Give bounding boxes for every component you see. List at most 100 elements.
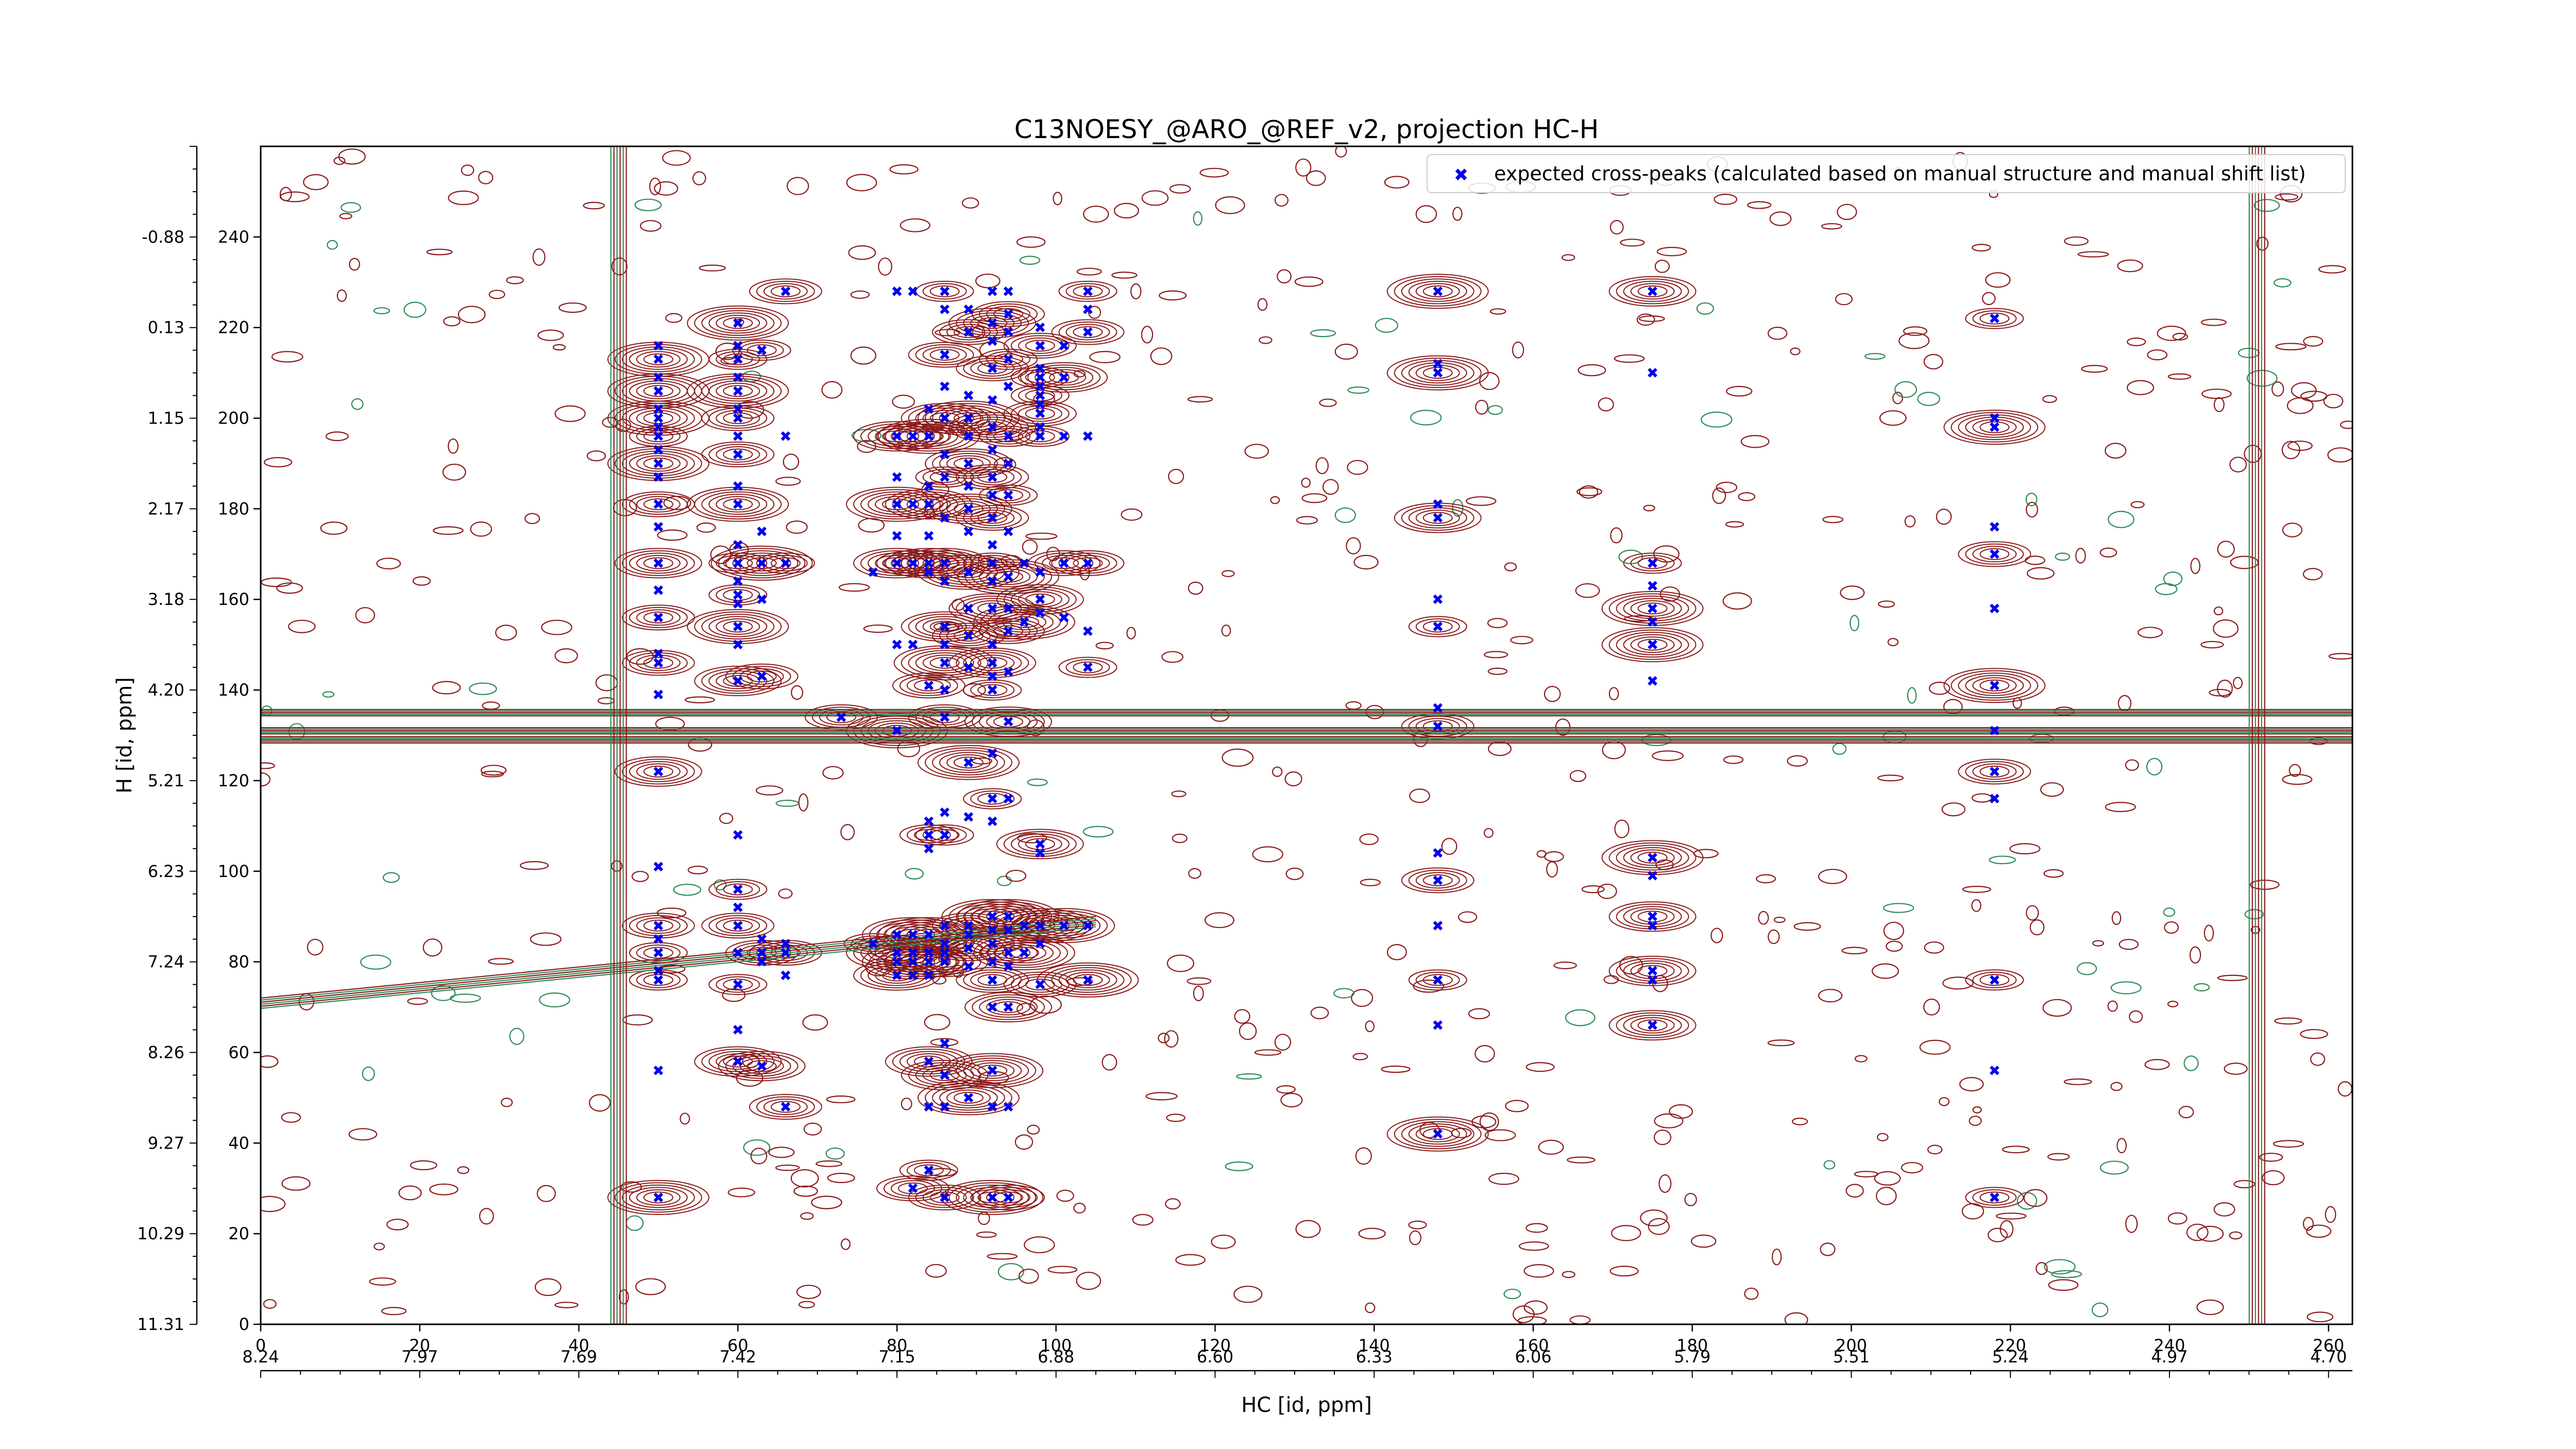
noise-contour [1022,539,1038,555]
x-tick-label: 260 [2313,1336,2344,1355]
peak-contour [701,491,775,517]
noise-contour [1164,1030,1179,1048]
plot-area [261,146,2352,1324]
expected-peak: ✖ [1002,958,1014,975]
noise-contour [1690,1234,1717,1248]
noise-contour [1347,386,1369,394]
peak-contour [701,913,775,939]
ridge-contour [261,918,1096,1001]
peak-contour [629,606,688,628]
noise-contour [1236,1073,1262,1080]
expected-peak: ✖ [891,528,903,545]
noise-contour [786,520,808,534]
noise-contour [376,558,401,570]
noise-contour [1512,1305,1535,1323]
noise-contour [288,619,316,633]
expected-peak: ✖ [939,301,951,318]
noise-contour [2224,1063,2248,1075]
noise-contour [2204,924,2214,942]
peak-contour [1408,969,1467,991]
noise-contour [1725,521,1744,528]
noise-contour [1076,267,1102,276]
expected-peak: ✖ [732,446,744,463]
noise-contour [1887,638,1899,647]
noise-contour [848,245,876,260]
peak-contour [747,670,777,683]
noise-contour [1648,1218,1670,1235]
peak-contour [1073,661,1103,673]
noise-contour [714,879,727,890]
noise-contour [2157,326,2187,341]
noise-contour [1101,1054,1117,1071]
noise-contour [1027,1124,1040,1135]
y-tick-label: 160 [218,589,249,609]
expected-peak: ✖ [1034,836,1046,853]
peak-contour [860,550,934,576]
expected-peak: ✖ [756,523,768,540]
noise-contour [1790,347,1801,356]
y-ppm-tick-label: 10.29 [137,1224,184,1243]
expected-peak: ✖ [939,935,951,952]
peak-contour [970,419,1015,436]
noise-contour [1141,326,1154,344]
peak-contour [1035,366,1094,388]
expected-peak: ✖ [1432,591,1444,608]
expected-peak: ✖ [986,999,998,1016]
peak-contour [922,554,967,571]
peak-contour [1415,509,1460,526]
peak-contour [906,677,951,694]
noise-contour [611,257,628,276]
expected-peak: ✖ [907,283,919,300]
peak-contour [643,765,673,778]
expected-peak: ✖ [907,1180,919,1197]
expected-peak: ✖ [1034,319,1046,336]
noise-contour [1114,203,1139,218]
noise-contour [1553,962,1577,969]
noise-contour [1161,651,1184,663]
expected-peak: ✖ [732,315,744,332]
expected-peak: ✖ [1647,600,1658,617]
noise-contour [2310,1052,2326,1066]
noise-contour [381,1307,407,1316]
noise-contour [827,1173,855,1183]
peak-contour [885,1046,973,1077]
peak-contour [941,899,1044,934]
expected-peak: ✖ [986,510,998,527]
peak-contour [1608,276,1697,307]
peak-contour [1003,332,1077,359]
expected-peak: ✖ [962,478,974,495]
noise-contour [1076,1272,1101,1290]
expected-peak: ✖ [891,555,903,572]
expected-peak: ✖ [923,677,935,694]
noise-contour [1375,317,1398,333]
noise-contour [2077,962,2097,975]
peak-contour [1003,831,1077,857]
noise-contour [1988,1227,2008,1242]
peak-contour [948,1055,1037,1086]
noise-contour [2286,397,2314,414]
x-tick-label: 0 [256,1336,266,1355]
noise-contour [1347,460,1368,475]
peak-contour [1630,636,1675,653]
noise-contour [987,1253,1018,1260]
peak-contour [892,491,965,517]
expected-peak: ✖ [652,963,664,980]
noise-contour [2275,193,2299,201]
peak-contour [970,1062,1015,1079]
expected-peak: ✖ [732,478,744,495]
noise-contour [925,1263,947,1278]
noise-contour [422,938,443,957]
expected-peak: ✖ [986,283,998,300]
noise-contour [1818,988,1843,1003]
noise-contour [897,740,921,757]
peak-contour [614,1182,702,1213]
expected-peak: ✖ [732,881,744,898]
peak-contour [1058,552,1117,574]
peak-contour [953,756,984,769]
noise-contour [2172,332,2189,341]
peak-contour [629,452,688,474]
expected-peak: ✖ [779,935,791,952]
noise-contour [1972,1106,1982,1114]
expected-peak: ✖ [923,528,935,545]
noise-contour [1923,353,1943,369]
